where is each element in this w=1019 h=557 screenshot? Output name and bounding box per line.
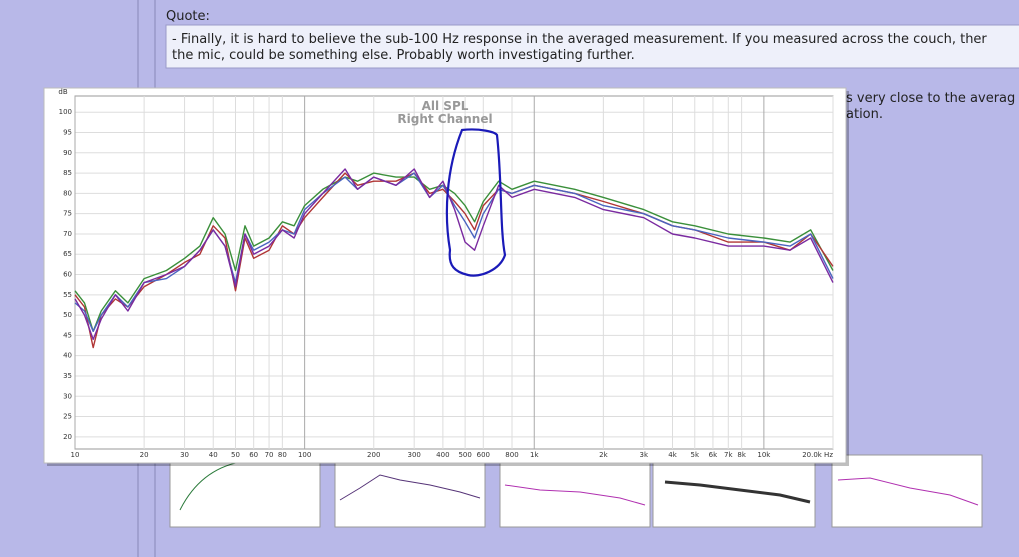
y-tick-label: 35 (63, 372, 72, 380)
series-line (74, 172, 834, 332)
post-text: ation. (846, 107, 883, 122)
x-tick-label: 7k (724, 451, 733, 459)
x-tick-label: 2k (599, 451, 608, 459)
x-tick-label: 70 (265, 451, 274, 459)
x-tick-label: 60 (249, 451, 258, 459)
x-tick-label: 800 (505, 451, 518, 459)
x-tick-label: 30 (180, 451, 189, 459)
x-tick-label: 400 (436, 451, 449, 459)
thumbnail-curve (179, 461, 241, 511)
thumbnails (169, 454, 983, 528)
thumbnail-curve (837, 477, 979, 506)
y-axis-label: dB (58, 88, 67, 96)
y-tick-label: 70 (63, 230, 72, 238)
y-tick-label: 100 (59, 108, 72, 116)
x-tick-label: 500 (458, 451, 471, 459)
y-tick-label: 60 (63, 271, 72, 279)
thumbnail[interactable] (499, 454, 651, 528)
thumbnail[interactable] (169, 454, 321, 528)
y-tick-label: 40 (63, 352, 72, 360)
series-line (74, 168, 834, 341)
y-tick-label: 55 (63, 291, 72, 299)
y-tick-label: 45 (63, 331, 72, 339)
quote-box (165, 24, 1019, 69)
y-tick-label: 80 (63, 189, 72, 197)
y-tick-label: 25 (63, 413, 72, 421)
x-tick-label: 3k (640, 451, 649, 459)
x-tick-label: 10k (757, 451, 771, 459)
x-tick-label: 20 (140, 451, 149, 459)
chart-title: All SPL (422, 99, 469, 113)
x-tick-label: 10 (71, 451, 80, 459)
x-tick-label: 50 (231, 451, 240, 459)
x-tick-label: 80 (278, 451, 287, 459)
y-tick-label: 50 (63, 311, 72, 319)
x-tick-label: 1k (530, 451, 539, 459)
annotation-ellipse (445, 128, 507, 277)
x-tick-label: 300 (407, 451, 420, 459)
y-tick-label: 65 (63, 250, 72, 258)
y-tick-label: 30 (63, 392, 72, 400)
thumbnail-curve (664, 480, 811, 504)
quote-label: Quote: (166, 9, 210, 24)
y-tick-label: 85 (63, 169, 72, 177)
quote-line: the mic, could be something else. Probab… (172, 48, 635, 63)
thumbnail-curve (339, 474, 481, 501)
thumbnail-curve (504, 484, 646, 506)
chart: 20 25 30 35 40 45 50 55 60 65 70 75 80 85 90 95 100 10 20 3… (58, 88, 834, 459)
x-tick-label: 200 (367, 451, 380, 459)
x-tick-label: 20.0k Hz (802, 451, 833, 459)
x-tick-label: 4k (668, 451, 677, 459)
x-tick-label: 600 (477, 451, 490, 459)
x-tick-label: 8k (737, 451, 746, 459)
y-tick-label: 20 (63, 433, 72, 441)
y-tick-label: 75 (63, 210, 72, 218)
post-text: s very close to the averag (846, 91, 1015, 106)
y-tick-label: 95 (63, 129, 72, 137)
thumbnail[interactable] (831, 454, 983, 528)
thumbnail[interactable] (334, 454, 486, 528)
x-tick-label: 40 (209, 451, 218, 459)
quote-line: - Finally, it is hard to believe the sub… (172, 32, 987, 47)
plot-area (74, 95, 834, 450)
y-tick-label: 90 (63, 149, 72, 157)
x-tick-label: 6k (709, 451, 718, 459)
x-tick-label: 100 (298, 451, 311, 459)
x-tick-label: 5k (690, 451, 699, 459)
chart-subtitle: Right Channel (397, 112, 492, 126)
